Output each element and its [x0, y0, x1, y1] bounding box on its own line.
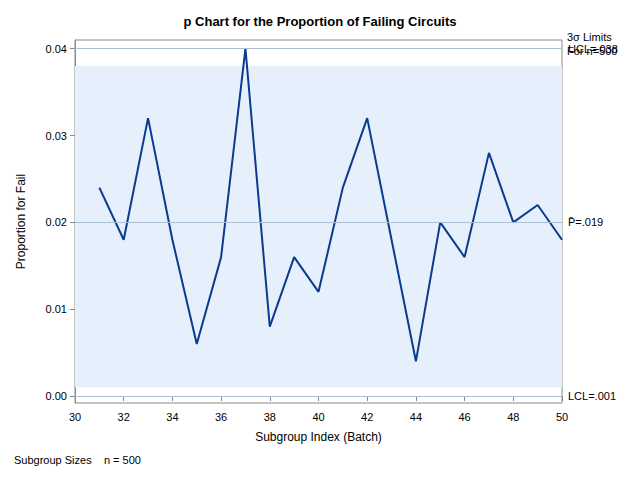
svg-text:46: 46 — [458, 411, 470, 423]
svg-text:UCL=.038: UCL=.038 — [568, 43, 618, 55]
svg-text:30: 30 — [69, 411, 81, 423]
svg-text:0.03: 0.03 — [46, 130, 67, 142]
svg-text:40: 40 — [312, 411, 324, 423]
svg-text:3σ Limits: 3σ Limits — [567, 31, 612, 43]
svg-text:0.02: 0.02 — [46, 216, 67, 228]
svg-text:LCL=.001: LCL=.001 — [568, 390, 616, 402]
svg-text:0.01: 0.01 — [46, 303, 67, 315]
svg-text:Proportion for Fail: Proportion for Fail — [14, 174, 28, 269]
svg-text:44: 44 — [410, 411, 422, 423]
svg-text:48: 48 — [507, 411, 519, 423]
svg-text:34: 34 — [166, 411, 178, 423]
svg-text:32: 32 — [118, 411, 130, 423]
svg-text:P̄=.019: P̄=.019 — [568, 216, 603, 228]
svg-text:36: 36 — [215, 411, 227, 423]
svg-text:50: 50 — [556, 411, 568, 423]
svg-text:Subgroup Index (Batch): Subgroup Index (Batch) — [255, 430, 382, 444]
svg-text:38: 38 — [264, 411, 276, 423]
svg-text:0.00: 0.00 — [46, 390, 67, 402]
svg-text:42: 42 — [361, 411, 373, 423]
svg-text:0.04: 0.04 — [46, 43, 67, 55]
svg-text:Subgroup Sizes n = 500: Subgroup Sizes n = 500 — [14, 454, 141, 466]
svg-text:p Chart for the Proportion of: p Chart for the Proportion of Failing Ci… — [184, 14, 457, 29]
